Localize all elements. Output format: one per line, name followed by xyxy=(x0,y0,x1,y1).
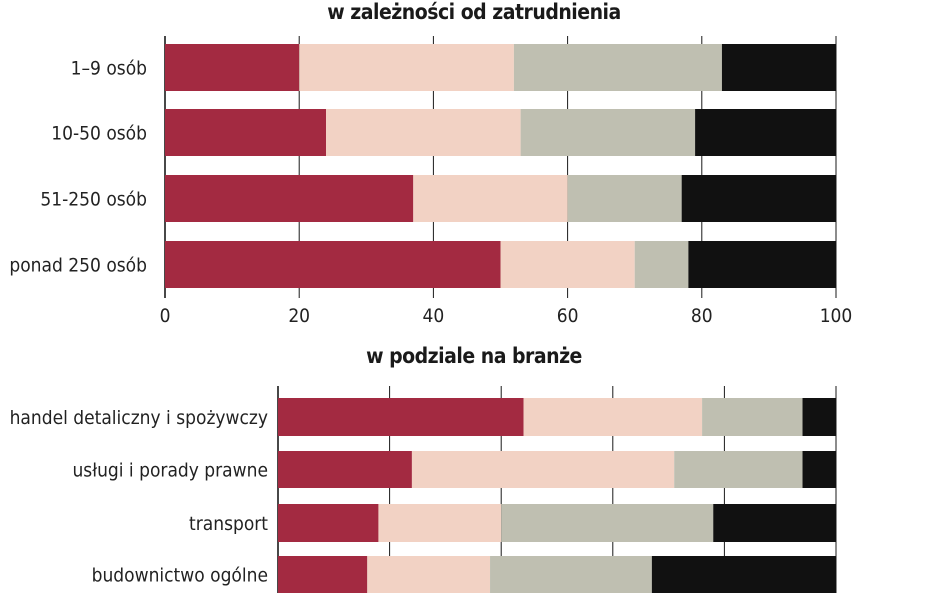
bar-segment-1 xyxy=(278,451,412,488)
bar-segment-2 xyxy=(299,44,514,91)
category-label: usługi i porady prawne xyxy=(72,460,268,482)
bar-segment-1 xyxy=(165,241,501,288)
chart-1: 1–9 osób 10-50 osób 51-250 osób ponad 250 o… xyxy=(9,36,852,327)
chart-2-title: w podziale na branże xyxy=(366,344,582,368)
bar-segment-1 xyxy=(165,175,414,222)
bar-segment-3 xyxy=(567,175,682,222)
bar-segment-1 xyxy=(165,109,327,156)
bar-segment-4 xyxy=(721,44,836,91)
bar-segment-3 xyxy=(513,44,722,91)
chart-1-title: w zależności od zatrudnienia xyxy=(327,0,621,24)
x-tick-label: 100 xyxy=(820,305,853,327)
bar-segment-3 xyxy=(490,556,652,593)
bar-segment-2 xyxy=(367,556,491,593)
bar-segment-2 xyxy=(326,109,521,156)
category-label: 10-50 osób xyxy=(51,123,147,145)
category-label: handel detaliczny i spożywczy xyxy=(10,407,268,429)
bar-segment-4 xyxy=(688,241,836,288)
bar-segment-4 xyxy=(695,109,836,156)
bar-segment-4 xyxy=(802,398,836,436)
x-tick-label: 0 xyxy=(160,305,171,327)
bar-segment-2 xyxy=(500,241,635,288)
x-tick-label: 40 xyxy=(423,305,445,327)
bar-segment-2 xyxy=(523,398,703,436)
x-tick-label: 80 xyxy=(691,305,713,327)
bar-segment-3 xyxy=(674,451,803,488)
bar-segment-4 xyxy=(713,504,836,542)
bar-segment-2 xyxy=(378,504,502,542)
category-label: budownictwo ogólne xyxy=(92,565,268,587)
bar-segment-4 xyxy=(681,175,836,222)
category-label: 51-250 osób xyxy=(40,189,147,211)
bar-segment-1 xyxy=(278,556,368,593)
bar-segment-3 xyxy=(501,504,714,542)
category-label: transport xyxy=(189,513,268,535)
bar-segment-4 xyxy=(651,556,836,593)
category-label: 1–9 osób xyxy=(71,58,147,80)
bar-segment-1 xyxy=(278,504,379,542)
category-label: ponad 250 osób xyxy=(9,255,147,277)
bar-segment-4 xyxy=(802,451,836,488)
bar-segment-3 xyxy=(634,241,689,288)
bar-segment-1 xyxy=(278,398,524,436)
bar-segment-1 xyxy=(165,44,300,91)
chart-2: handel detaliczny i spożywczy usługi i po… xyxy=(10,386,837,593)
bar-segment-3 xyxy=(702,398,803,436)
bar-segment-3 xyxy=(520,109,696,156)
bar-segment-2 xyxy=(411,451,675,488)
x-tick-label: 20 xyxy=(288,305,310,327)
x-tick-label: 60 xyxy=(557,305,579,327)
bar-segment-2 xyxy=(413,175,568,222)
